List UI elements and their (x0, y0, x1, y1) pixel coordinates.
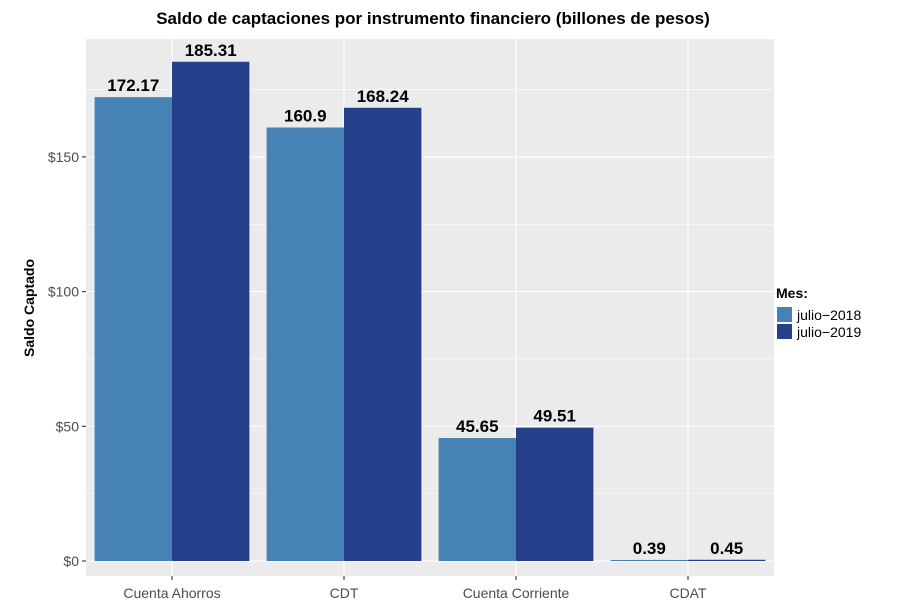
bars (94, 61, 766, 562)
data-labels: 172.17 185.31 160.9 168.24 45.65 49.51 0.39 0.4… (107, 41, 743, 558)
bar (344, 107, 422, 561)
bar (438, 438, 516, 561)
y-tick-label: $50 (56, 418, 80, 434)
bar (94, 97, 172, 562)
bar (516, 427, 594, 561)
legend-title: Mes: (776, 285, 808, 301)
bar (266, 127, 344, 561)
data-label: 45.65 (456, 417, 499, 436)
bar (688, 559, 766, 561)
bar (172, 61, 250, 561)
chart-title: Saldo de captaciones por instrumento fin… (156, 9, 710, 28)
data-label: 0.39 (633, 539, 666, 558)
data-label: 0.45 (710, 539, 743, 558)
legend-key (777, 324, 792, 339)
x-tick-label: Cuenta Ahorros (123, 585, 220, 601)
x-tick-label: Cuenta Corriente (463, 585, 570, 601)
data-label: 168.24 (357, 87, 410, 106)
legend-label: julio−2018 (796, 307, 861, 323)
data-label: 185.31 (185, 41, 237, 60)
data-label: 49.51 (533, 407, 576, 426)
data-label: 160.9 (284, 107, 327, 126)
x-tick-label: CDAT (669, 585, 707, 601)
y-axis-ticks: $0 $50 $100 $150 (48, 149, 86, 569)
data-label: 172.17 (107, 76, 159, 95)
y-tick-label: $0 (63, 553, 79, 569)
y-tick-label: $150 (48, 149, 79, 165)
y-axis-title: Saldo Captado (21, 259, 37, 357)
legend-key (777, 307, 792, 322)
x-tick-label: CDT (330, 585, 359, 601)
bar (610, 559, 688, 561)
y-tick-label: $100 (48, 284, 79, 300)
x-axis-ticks: Cuenta Ahorros CDT Cuenta Corriente CDAT (123, 576, 707, 601)
legend-label: julio−2019 (796, 324, 861, 340)
